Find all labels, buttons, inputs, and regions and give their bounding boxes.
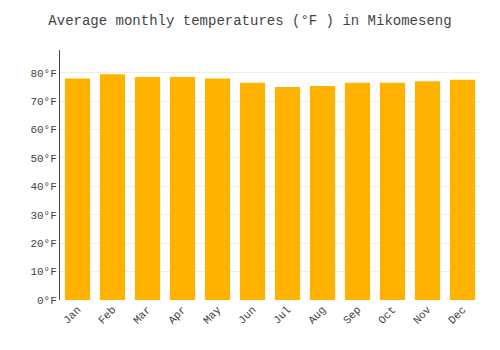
svg-text:0°F: 0°F [37,295,57,307]
svg-text:30°F: 30°F [30,210,56,222]
svg-text:Apr: Apr [166,304,188,326]
svg-text:Nov: Nov [411,304,434,327]
svg-text:50°F: 50°F [30,153,56,165]
svg-text:Jun: Jun [236,304,258,326]
svg-text:70°F: 70°F [30,96,56,108]
svg-text:20°F: 20°F [30,238,56,250]
svg-text:May: May [201,304,224,327]
svg-text:40°F: 40°F [30,181,56,193]
svg-text:Feb: Feb [96,304,118,326]
svg-text:Average monthly temperatures (: Average monthly temperatures (°F ) in Mi… [48,13,451,29]
svg-text:Jan: Jan [61,304,83,326]
svg-text:Jul: Jul [271,304,293,326]
svg-text:10°F: 10°F [30,266,56,278]
svg-text:80°F: 80°F [30,68,56,80]
svg-text:60°F: 60°F [30,124,56,136]
svg-text:Oct: Oct [376,304,398,326]
svg-text:Dec: Dec [446,304,468,326]
svg-text:Aug: Aug [306,304,328,326]
svg-text:Mar: Mar [131,304,153,326]
svg-text:Sep: Sep [341,304,363,326]
